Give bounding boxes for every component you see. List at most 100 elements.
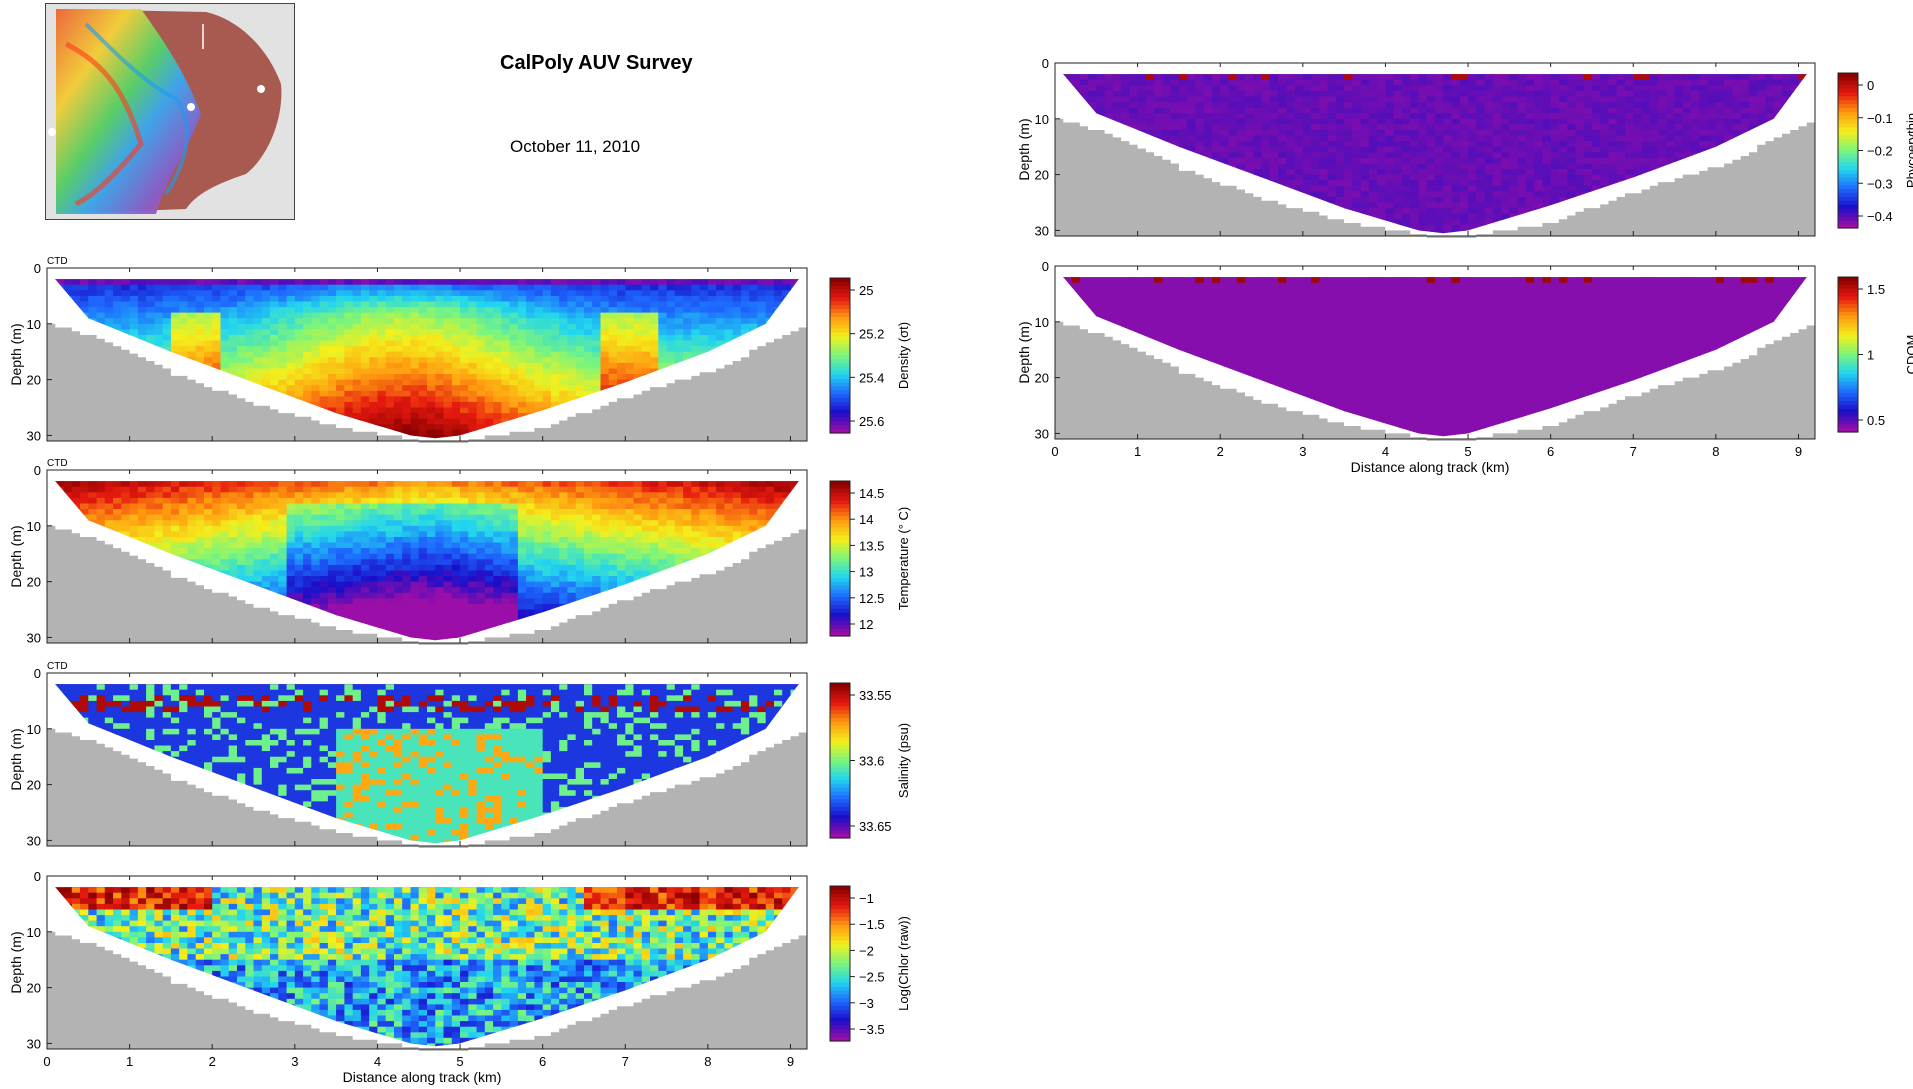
y-axis-label: Depth (m) <box>8 931 24 993</box>
y-tick-label: 0 <box>34 666 41 681</box>
colorbar-frame <box>829 480 851 637</box>
y-tick-label: 0 <box>34 463 41 478</box>
colorbar-tick-label: 12.5 <box>859 591 884 606</box>
y-tick-label: 30 <box>27 428 41 443</box>
colorbar-tick-label: 13 <box>859 565 873 580</box>
y-tick-label: 30 <box>27 833 41 848</box>
colorbar-phycoerythrin: 0 −0.1 −0.2 −0.3 −0.4 Phycoerythin <box>1837 72 1913 229</box>
y-tick-label: 30 <box>27 1036 41 1051</box>
colorbar-label: Salinity (psu) <box>896 723 911 798</box>
colorbar-tick-label: −0.1 <box>1867 111 1893 126</box>
x-tick-label: 2 <box>1217 444 1224 459</box>
plot-frame <box>1054 265 1816 440</box>
bathymetry <box>1055 321 1815 441</box>
y-tick-label: 10 <box>1035 315 1049 330</box>
colorbar-tick-label: 14.5 <box>859 486 884 501</box>
colorbar-frame <box>829 277 851 434</box>
y-tick-label: 20 <box>1035 371 1049 386</box>
colorbar-tick-label: −3.5 <box>859 1022 885 1037</box>
colorbar-tick-label: −1 <box>859 891 874 906</box>
colorbar-tick-label: 14 <box>859 512 873 527</box>
x-tick-label: 8 <box>704 1054 711 1069</box>
y-tick-label: 20 <box>27 981 41 996</box>
y-tick-label: 30 <box>27 630 41 645</box>
colorbar-tick-label: −2.5 <box>859 970 885 985</box>
x-tick-label: 5 <box>456 1054 463 1069</box>
x-tick-label: 7 <box>1630 444 1637 459</box>
x-tick-label: 9 <box>1795 444 1802 459</box>
colorbar-tick-label: 33.55 <box>859 688 892 703</box>
x-tick-label: 4 <box>1382 444 1389 459</box>
bathymetry <box>1055 118 1815 238</box>
colorbar-tick-label: 1 <box>1867 348 1874 363</box>
x-tick-label: 1 <box>1134 444 1141 459</box>
y-tick-label: 30 <box>1035 426 1049 441</box>
instrument-tag: CTD <box>47 661 68 672</box>
survey-location-map <box>45 3 295 220</box>
y-axis-label: Depth (m) <box>1016 321 1032 383</box>
panel-salinity: 0 10 20 30 Depth (m) CTD 33.55 33.6 33.65 Salinit… <box>8 661 911 848</box>
colorbar-density: 25 25.2 25.4 25.6 Density (σt) <box>829 277 911 434</box>
y-tick-label: 20 <box>27 575 41 590</box>
bathymetry <box>47 931 807 1051</box>
x-axis-label: Distance along track (km) <box>343 1069 502 1085</box>
y-tick-label: 0 <box>1042 259 1049 274</box>
x-tick-label: 3 <box>291 1054 298 1069</box>
x-tick-label: 0 <box>43 1054 50 1069</box>
bathymetry <box>47 323 807 443</box>
x-tick-label: 0 <box>1051 444 1058 459</box>
x-tick-label: 6 <box>539 1054 546 1069</box>
y-tick-label: 0 <box>1042 56 1049 71</box>
x-tick-label: 5 <box>1464 444 1471 459</box>
y-axis-label: Depth (m) <box>8 323 24 385</box>
colorbar-label: Phycoerythin <box>1904 113 1913 188</box>
colorbar-tick-label: 25.2 <box>859 327 884 342</box>
plot-frame <box>46 469 808 644</box>
bathymetry <box>47 525 807 645</box>
colorbar-chlorophyll: −1 −1.5 −2 −2.5 −3 −3.5 Log(Chlor (raw)) <box>829 885 911 1042</box>
x-tick-label: 4 <box>374 1054 381 1069</box>
y-axis-label: Depth (m) <box>8 525 24 587</box>
colorbar-tick-label: 25.4 <box>859 370 884 385</box>
panel-phycoerythrin: 0 10 20 30 Depth (m) 0 −0.1 −0.2 −0.3 −0.4 Phycoer… <box>1016 56 1913 238</box>
colorbar-tick-label: −0.2 <box>1867 144 1893 159</box>
x-tick-label: 1 <box>126 1054 133 1069</box>
colorbar-tick-label: 25 <box>859 283 873 298</box>
colorbar-tick-label: 25.6 <box>859 414 884 429</box>
colorbar-label: Density (σt) <box>896 322 911 389</box>
panel-temperature: 0 10 20 30 Depth (m) CTD 14.5 14 13.5 13 12.5 12 Tem… <box>8 458 911 645</box>
colorbar-salinity: 33.55 33.6 33.65 Salinity (psu) <box>829 682 911 839</box>
page-title: CalPoly AUV Survey <box>500 52 693 74</box>
colorbar-tick-label: 13.5 <box>859 538 884 553</box>
x-tick-label: 8 <box>1712 444 1719 459</box>
y-tick-label: 10 <box>27 722 41 737</box>
survey-date: October 11, 2010 <box>510 137 641 156</box>
colorbar-frame <box>829 885 851 1042</box>
colorbar-label: Temperature (° C) <box>896 507 911 610</box>
colorbar-tick-label: −3 <box>859 996 874 1011</box>
colorbar-tick-label: −0.4 <box>1867 209 1893 224</box>
colorbar-label: Log(Chlor (raw)) <box>896 916 911 1011</box>
colorbar-tick-label: 1.5 <box>1867 282 1885 297</box>
plot-frame <box>46 267 808 442</box>
x-tick-label: 7 <box>622 1054 629 1069</box>
y-tick-label: 30 <box>1035 223 1049 238</box>
y-tick-label: 20 <box>1035 168 1049 183</box>
plot-frame <box>46 875 808 1050</box>
y-tick-label: 10 <box>27 317 41 332</box>
colorbar-tick-label: −2 <box>859 943 874 958</box>
y-tick-label: 10 <box>27 519 41 534</box>
x-axis-label: Distance along track (km) <box>1351 459 1510 475</box>
colorbar-tick-label: 33.6 <box>859 754 884 769</box>
colorbar-tick-label: 33.65 <box>859 819 892 834</box>
plot-frame <box>46 672 808 847</box>
colorbar-temperature: 14.5 14 13.5 13 12.5 12 Temperature (° C) <box>829 480 911 637</box>
y-tick-label: 10 <box>1035 112 1049 127</box>
colorbar-tick-label: −1.5 <box>859 917 885 932</box>
colorbar-tick-label: 0 <box>1867 78 1874 93</box>
colorbar-label: CDOM <box>1904 335 1913 375</box>
y-tick-label: 10 <box>27 925 41 940</box>
